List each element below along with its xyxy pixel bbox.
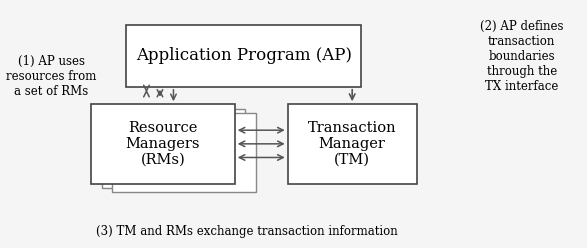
FancyBboxPatch shape	[112, 113, 256, 192]
Text: (2) AP defines
transaction
boundaries
through the
TX interface: (2) AP defines transaction boundaries th…	[480, 20, 564, 93]
Text: Transaction
Manager
(TM): Transaction Manager (TM)	[308, 121, 396, 167]
FancyBboxPatch shape	[288, 104, 417, 184]
Text: Application Program (AP): Application Program (AP)	[136, 47, 352, 64]
Text: (1) AP uses
resources from
a set of RMs: (1) AP uses resources from a set of RMs	[6, 55, 96, 97]
FancyBboxPatch shape	[102, 109, 245, 188]
FancyBboxPatch shape	[91, 104, 235, 184]
Text: Resource
Managers
(RMs): Resource Managers (RMs)	[126, 121, 200, 167]
FancyBboxPatch shape	[126, 25, 361, 87]
Text: (3) TM and RMs exchange transaction information: (3) TM and RMs exchange transaction info…	[96, 225, 397, 238]
